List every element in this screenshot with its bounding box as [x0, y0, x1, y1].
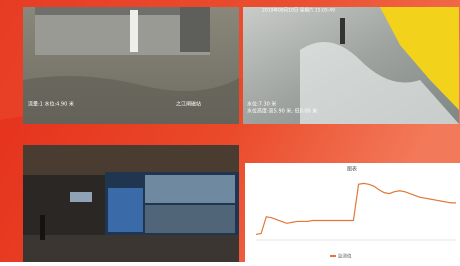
photo-river: 2019年08月10日 星期六 15:05:49 水位:7.30 米 水位高度:…: [243, 7, 459, 125]
photo-gauge-station: 流量:1 水位:4.90 米 之江闸磁站: [23, 7, 239, 124]
chart-panel: 图表 监测值: [245, 163, 460, 262]
screen: 流量:1 水位:4.90 米 之江闸磁站 2019年08月10日 星期六 15:…: [0, 0, 460, 262]
legend-label: 监测值: [338, 253, 352, 260]
legend-swatch: [330, 255, 336, 257]
chart-title: 图表: [347, 166, 357, 173]
overlay-text: 水位高度:高5.90 米, 低0.00 米: [247, 108, 317, 115]
overlay-text: 水位:7.30 米: [247, 101, 276, 108]
overlay-text: 2019年08月10日 星期六 15:05:49: [262, 7, 335, 14]
photo-control-room: [23, 145, 239, 262]
overlay-text: 之江闸磁站: [176, 101, 201, 108]
overlay-text: 流量:1 水位:4.90 米: [28, 101, 74, 108]
